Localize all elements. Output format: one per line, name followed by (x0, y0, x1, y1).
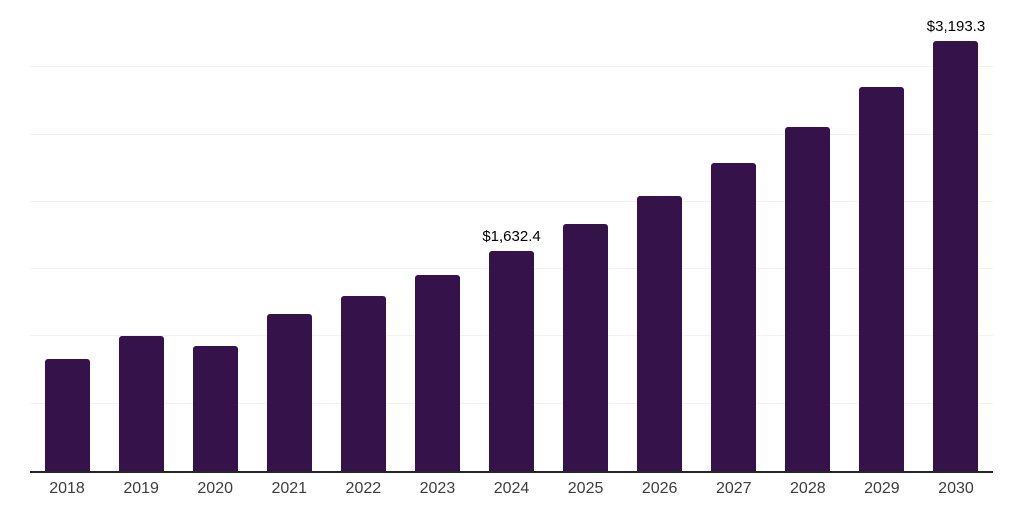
bars-container: $1,632.4 $3,193.3 (30, 0, 993, 471)
bar-slot-2029 (845, 0, 919, 471)
x-tick-2023: 2023 (419, 480, 456, 497)
bar-2019 (118, 335, 164, 471)
plot-area: $1,632.4 $3,193.3 (30, 0, 993, 473)
x-tick-2025: 2025 (567, 480, 604, 497)
bar-slot-2019 (104, 0, 178, 471)
bar-slot-2024: $1,632.4 (474, 0, 548, 471)
value-label-2030: $3,193.3 (926, 18, 986, 36)
bar-2024 (489, 251, 534, 471)
x-tick-2022: 2022 (345, 480, 382, 497)
bar-2022 (340, 296, 386, 471)
bar-2025 (563, 224, 609, 471)
x-tick-2019: 2019 (123, 480, 159, 497)
x-tick-2018: 2018 (49, 480, 85, 497)
x-tick-2027: 2027 (715, 480, 752, 497)
bar-2029 (859, 87, 905, 471)
x-axis-labels: 2018 2019 2020 2021 2022 2023 2024 2025 2026 2027… (30, 479, 993, 509)
x-tick-2029: 2029 (864, 480, 900, 497)
bar-2027 (711, 162, 757, 471)
bar-2023 (414, 274, 460, 471)
bar-slot-2025 (549, 0, 623, 471)
x-tick-2024: 2024 (493, 480, 530, 497)
bar-slot-2022 (326, 0, 400, 471)
bar-slot-2018 (30, 0, 104, 471)
gridline-2500 (30, 133, 993, 135)
x-tick-2030: 2030 (938, 480, 974, 497)
bar-slot-2021 (252, 0, 326, 471)
bar-slot-2020 (178, 0, 252, 471)
bar-slot-2027 (697, 0, 771, 471)
value-label-2024: $1,632.4 (482, 228, 541, 246)
bar-2018 (44, 358, 90, 471)
bar-slot-2030: $3,193.3 (919, 0, 993, 471)
gridline-3000 (30, 66, 993, 68)
bar-slot-2028 (771, 0, 845, 471)
x-tick-2021: 2021 (271, 480, 308, 497)
x-tick-2026: 2026 (641, 480, 678, 497)
bar-slot-2023 (400, 0, 474, 471)
gridline-2000 (30, 200, 993, 202)
bar-2021 (266, 314, 312, 471)
bar-2028 (785, 126, 831, 471)
x-tick-2020: 2020 (197, 480, 233, 497)
bar-slot-2026 (623, 0, 697, 471)
bar-2030 (933, 41, 979, 471)
bar-2020 (192, 345, 238, 471)
x-tick-2028: 2028 (790, 480, 826, 497)
bar-2026 (637, 196, 683, 471)
